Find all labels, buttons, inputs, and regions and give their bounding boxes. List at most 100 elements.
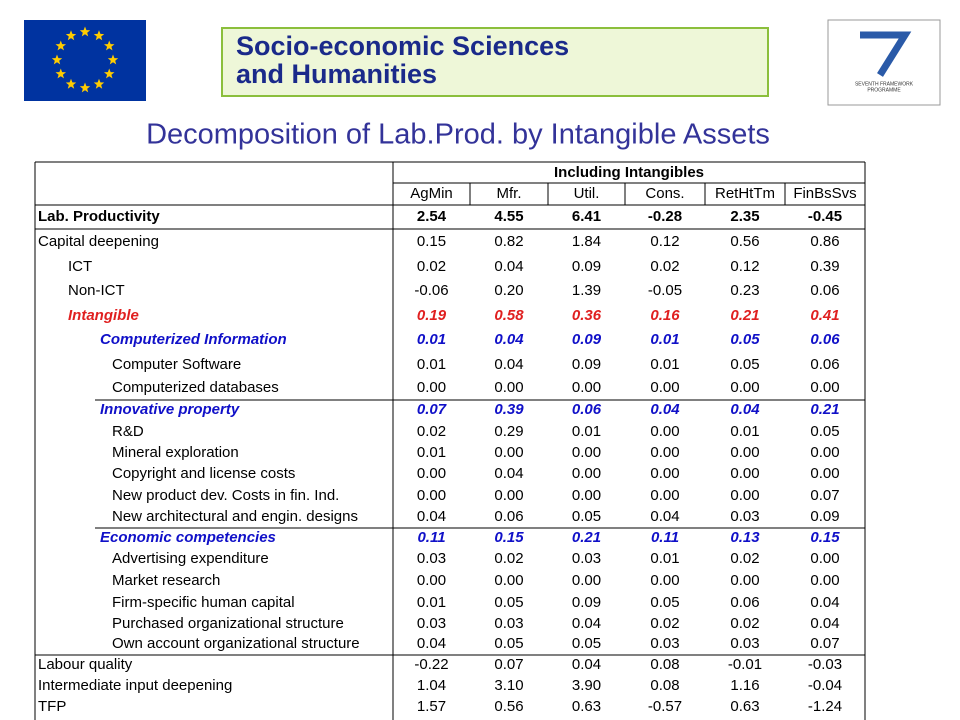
column-header: RetHtTm bbox=[715, 185, 775, 202]
cell-value: 0.03 bbox=[650, 635, 679, 652]
cell-value: 0.02 bbox=[650, 258, 679, 275]
cell-value: 0.04 bbox=[494, 331, 524, 348]
cell-value: 0.00 bbox=[650, 423, 679, 440]
cell-value: 0.09 bbox=[572, 594, 601, 611]
cell-value: 0.01 bbox=[650, 356, 679, 373]
row-label: Intermediate input deepening bbox=[38, 677, 232, 694]
cell-value: 0.02 bbox=[494, 550, 523, 567]
eu-stars bbox=[51, 26, 119, 93]
cell-value: 0.00 bbox=[730, 465, 759, 482]
cell-value: 0.01 bbox=[650, 550, 679, 567]
row-label: TFP bbox=[38, 698, 66, 715]
cell-value: 0.00 bbox=[650, 487, 679, 504]
row-label: Copyright and license costs bbox=[112, 465, 295, 482]
cell-value: 0.41 bbox=[810, 307, 839, 324]
cell-value: 0.03 bbox=[417, 550, 446, 567]
cell-value: 0.00 bbox=[417, 572, 446, 589]
column-header: Util. bbox=[574, 185, 600, 202]
cell-value: 0.02 bbox=[417, 258, 446, 275]
cell-value: 0.04 bbox=[650, 508, 679, 525]
cell-value: 0.00 bbox=[572, 379, 601, 396]
cell-value: 0.15 bbox=[810, 529, 840, 546]
banner-text: and Humanities bbox=[236, 59, 437, 89]
cell-value: 0.11 bbox=[651, 529, 679, 546]
cell-value: 0.06 bbox=[810, 331, 840, 348]
star bbox=[107, 54, 119, 65]
cell-value: 0.01 bbox=[417, 356, 446, 373]
banner-text: Socio-economic Sciences bbox=[236, 31, 569, 61]
cell-value: 0.11 bbox=[417, 529, 445, 546]
cell-value: 0.04 bbox=[417, 508, 446, 525]
cell-value: 0.21 bbox=[730, 307, 759, 324]
cell-value: 0.01 bbox=[417, 444, 446, 461]
cell-value: -0.04 bbox=[808, 677, 842, 694]
cell-value: 0.86 bbox=[810, 233, 839, 250]
row-label: Non-ICT bbox=[68, 282, 125, 299]
cell-value: 0.02 bbox=[417, 423, 446, 440]
cell-value: 0.36 bbox=[572, 307, 602, 324]
cell-value: 0.00 bbox=[730, 487, 759, 504]
cell-value: -0.06 bbox=[414, 282, 448, 299]
cell-value: 0.02 bbox=[730, 615, 759, 632]
cell-value: 0.58 bbox=[494, 307, 524, 324]
cell-value: 0.20 bbox=[494, 282, 523, 299]
cell-value: 0.08 bbox=[650, 677, 679, 694]
cell-value: 2.54 bbox=[417, 208, 447, 225]
cell-value: 0.00 bbox=[730, 572, 759, 589]
banner bbox=[221, 27, 769, 97]
cell-value: 0.05 bbox=[494, 594, 523, 611]
row-label: Intangible bbox=[68, 307, 139, 324]
row-label: Computer Software bbox=[112, 356, 241, 373]
cell-value: 0.00 bbox=[417, 379, 446, 396]
cell-value: 0.00 bbox=[494, 487, 523, 504]
fp7-seven bbox=[860, 31, 912, 77]
cell-value: 6.41 bbox=[572, 208, 601, 225]
cell-value: 0.06 bbox=[572, 401, 602, 418]
row-label: New architectural and engin. designs bbox=[112, 508, 358, 525]
cell-value: 0.00 bbox=[650, 465, 679, 482]
cell-value: -1.24 bbox=[808, 698, 842, 715]
table: AgMin Mfr. Util. Cons. RetHtTm FinBsSvs Lab. P… bbox=[34, 161, 866, 720]
row-label: Computerized databases bbox=[112, 379, 279, 396]
row-label: Purchased organizational structure bbox=[112, 615, 344, 632]
cell-value: 0.04 bbox=[572, 615, 601, 632]
cell-value: 0.05 bbox=[572, 508, 601, 525]
cell-value: 0.00 bbox=[730, 444, 759, 461]
star bbox=[79, 82, 91, 93]
logo-text: SEVENTH FRAMEWORK bbox=[855, 81, 914, 87]
cell-value: 0.03 bbox=[572, 550, 601, 567]
star bbox=[51, 54, 63, 65]
cell-value: 0.00 bbox=[810, 550, 839, 567]
cell-value: 0.21 bbox=[572, 529, 601, 546]
row-label: Labour quality bbox=[38, 656, 133, 673]
cell-value: 0.07 bbox=[417, 401, 447, 418]
cell-value: 4.55 bbox=[494, 208, 523, 225]
row-label: Own account organizational structure bbox=[112, 635, 360, 652]
column-header: AgMin bbox=[410, 185, 453, 202]
cell-value: 0.00 bbox=[810, 379, 839, 396]
cell-value: 0.00 bbox=[810, 465, 839, 482]
cell-value: 0.02 bbox=[650, 615, 679, 632]
cell-value: 1.16 bbox=[730, 677, 759, 694]
cell-value: 0.15 bbox=[417, 233, 446, 250]
cell-value: 0.23 bbox=[730, 282, 759, 299]
star bbox=[104, 40, 115, 51]
cell-value: 0.00 bbox=[650, 444, 679, 461]
cell-value: 0.02 bbox=[730, 550, 759, 567]
cell-value: 0.05 bbox=[650, 594, 679, 611]
cell-value: 0.06 bbox=[730, 594, 759, 611]
cell-value: 0.00 bbox=[810, 572, 839, 589]
cell-value: 0.05 bbox=[810, 423, 839, 440]
cell-value: -0.57 bbox=[648, 698, 682, 715]
cell-value: 0.01 bbox=[572, 423, 601, 440]
slide-title: Decomposition of Lab.Prod. by Intangible… bbox=[146, 119, 770, 151]
cell-value: 0.00 bbox=[572, 572, 601, 589]
logo-text: PROGRAMME bbox=[867, 87, 901, 93]
cell-value: 0.04 bbox=[730, 401, 760, 418]
cell-value: 0.07 bbox=[810, 635, 839, 652]
cell-value: 0.03 bbox=[417, 615, 446, 632]
cell-value: 0.09 bbox=[572, 331, 602, 348]
cell-value: -0.03 bbox=[808, 656, 842, 673]
cell-value: 0.00 bbox=[494, 572, 523, 589]
